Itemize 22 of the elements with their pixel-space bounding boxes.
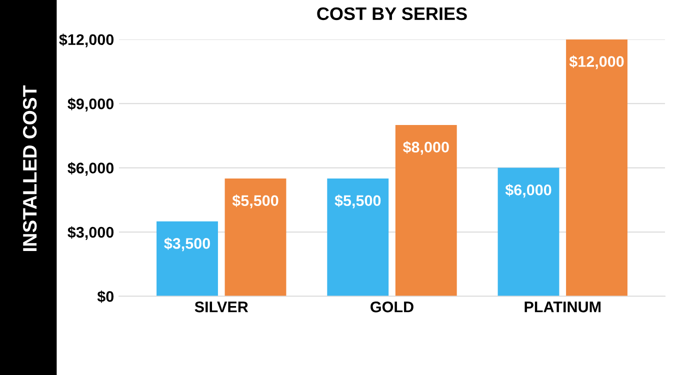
- x-tick-label: GOLD: [370, 302, 414, 312]
- y-tick-label: $12,000: [59, 34, 114, 48]
- x-tick-label: SILVER: [194, 302, 248, 312]
- x-tick-label: PLATINUM: [524, 302, 601, 312]
- y-axis-title: INSTALLED COST: [22, 85, 37, 251]
- bar: [566, 39, 628, 296]
- y-tick-label: $3,000: [68, 226, 114, 240]
- y-tick-label: $6,000: [68, 162, 114, 176]
- bar: [395, 125, 457, 296]
- bar: [224, 178, 286, 296]
- data-label: $5,500: [334, 194, 381, 208]
- y-tick-label: $9,000: [68, 98, 114, 112]
- data-label: $8,000: [402, 141, 449, 155]
- y-tick-label: $0: [97, 290, 114, 303]
- chart-title: COST BY SERIES: [317, 7, 467, 20]
- bar: [327, 178, 389, 296]
- data-label: $5,500: [232, 194, 278, 208]
- data-label: $3,500: [164, 237, 210, 252]
- data-label: $12,000: [569, 55, 624, 70]
- data-label: $6,000: [505, 184, 552, 198]
- bar: [498, 168, 560, 296]
- bar: [156, 221, 218, 296]
